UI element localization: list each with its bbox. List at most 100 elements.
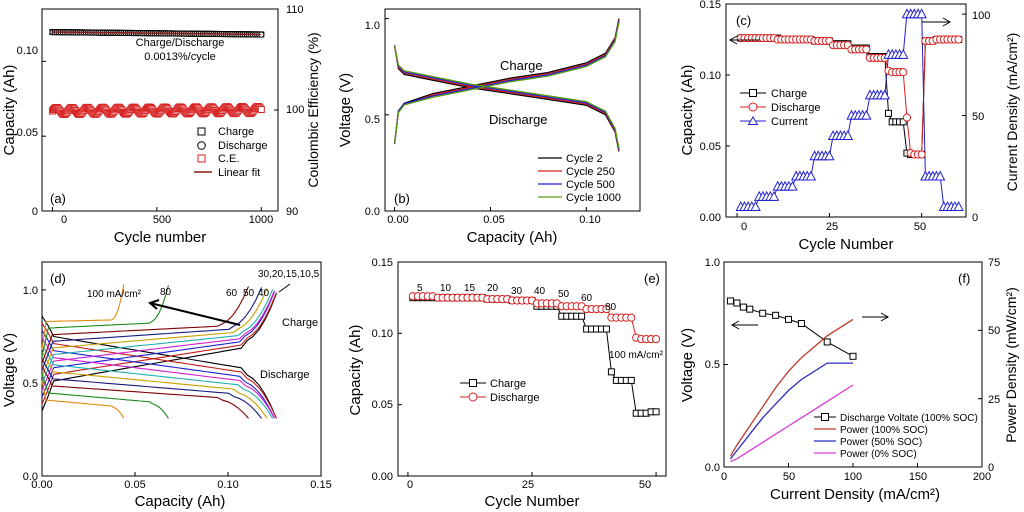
panel-c-y2tick: 0 bbox=[972, 212, 978, 224]
panel-e-ytick: 0.10 bbox=[372, 328, 393, 340]
panel-d-charge-curve-4 bbox=[41, 290, 276, 391]
panel-b-ytick: 0.0 bbox=[365, 206, 380, 218]
legend-charge-label: Charge bbox=[218, 126, 254, 138]
panel-f-right-arrow bbox=[862, 312, 890, 322]
panel-f-y2tick: 0 bbox=[988, 462, 994, 474]
panel-e-rate-label: 15 bbox=[464, 283, 476, 294]
panel-a-xtick: 500 bbox=[153, 214, 171, 226]
panel-c-xtick: 25 bbox=[826, 221, 838, 233]
panel-c-current-point bbox=[879, 89, 890, 100]
legend-current-marker bbox=[747, 116, 759, 125]
panel-d-50-label: 50 bbox=[243, 288, 255, 299]
panel-a-legend: Charge Discharge C.E. Linear fit bbox=[194, 126, 268, 179]
panel-e-rate-label: 5 bbox=[417, 283, 423, 294]
panel-d-80-label: 80 bbox=[160, 287, 172, 298]
panel-c-current-point bbox=[750, 200, 761, 211]
panel-d-high-label: 30,20,15,10,5 bbox=[258, 269, 320, 280]
panel-e-charge-point bbox=[652, 408, 660, 416]
panel-d-discharge-curve-2 bbox=[41, 322, 277, 419]
panel-d-xtick: 0.00 bbox=[31, 479, 52, 491]
panel-d-ytick: 0.5 bbox=[23, 378, 38, 390]
legend-cycle500-label: Cycle 500 bbox=[566, 179, 615, 191]
panel-f-xtick: 100 bbox=[844, 471, 862, 483]
panel-d-xtick: 0.05 bbox=[124, 479, 145, 491]
panel-f-voltage-point bbox=[739, 303, 747, 311]
panel-e-rate-label: 80 bbox=[605, 302, 617, 313]
panel-d-discharge-curve-9 bbox=[41, 373, 169, 419]
panel-d-charge-curve-2 bbox=[41, 292, 277, 405]
panel-c-current-point bbox=[898, 48, 909, 59]
panel-d-charge-label: Charge bbox=[282, 317, 318, 329]
panel-f-voltage-point bbox=[733, 299, 741, 307]
panel-f-voltage-point bbox=[823, 338, 831, 346]
panel-e-ytick: 0.15 bbox=[372, 257, 393, 269]
panel-f-xtick: 50 bbox=[783, 471, 795, 483]
panel-a-xtick: 0 bbox=[61, 214, 67, 226]
panel-a-y2tick: 110 bbox=[286, 4, 304, 16]
panel-a: 0 0.05 0.10 90 100 110 0 500 1000 Cycle … bbox=[1, 4, 321, 246]
panel-c-charge-point bbox=[884, 109, 892, 117]
panel-b-discharge-label: Discharge bbox=[489, 112, 548, 127]
panel-d-discharge-curve-8 bbox=[41, 366, 249, 419]
panel-e-xtick: 50 bbox=[639, 479, 651, 491]
panel-c-y2label: Current Density (mA/cm²) bbox=[1004, 33, 1020, 192]
panel-e-rate-label: 50 bbox=[558, 289, 570, 300]
panel-c-current-point bbox=[805, 170, 817, 181]
panel-d-discharge-curve-7 bbox=[41, 359, 262, 419]
panel-a-y2tick: 90 bbox=[286, 206, 298, 218]
panel-d-charge-curve-7 bbox=[41, 287, 263, 371]
panel-c-frame bbox=[725, 3, 967, 218]
legend-ce-label: C.E. bbox=[218, 153, 239, 165]
panel-e-ytick: 0.00 bbox=[372, 471, 393, 483]
panel-f-y2tick: 50 bbox=[988, 325, 1000, 337]
panel-a-ytick: 0.10 bbox=[17, 45, 38, 57]
panel-e-rate-labels: 5 10 15 20 30 40 50 60 80 100 mA/cm² bbox=[417, 283, 664, 361]
panel-d-discharge-curve-3 bbox=[41, 330, 275, 419]
panel-c-current-point bbox=[916, 8, 927, 19]
legend-discharge-label: Discharge bbox=[490, 392, 540, 404]
panel-e-discharge-point bbox=[602, 304, 611, 314]
panel-c-current-point bbox=[842, 129, 854, 140]
panel-a-ytick: 0 bbox=[32, 206, 38, 218]
panel-d-charge-curve-9 bbox=[41, 285, 170, 357]
panel-f-power0-line bbox=[730, 384, 854, 463]
legend-charge-marker bbox=[749, 89, 757, 97]
panel-b-ytick: 0.5 bbox=[365, 114, 380, 126]
panel-c-xtick: 0 bbox=[741, 221, 747, 233]
panel-d-charge-curve-8 bbox=[41, 286, 250, 364]
panel-b-charge-label: Charge bbox=[500, 58, 543, 73]
panel-e-charge-point bbox=[607, 368, 615, 376]
panel-b-ytick: 1.0 bbox=[365, 20, 380, 32]
panel-c-axis-texts: 0.00 0.05 0.10 0.15 0 50 100 0 25 50 Cyc… bbox=[679, 0, 1020, 253]
panel-f-voltage-point bbox=[849, 352, 857, 360]
panel-e-discharge-point bbox=[651, 334, 661, 344]
panel-d-discharge-label: Discharge bbox=[260, 369, 310, 381]
panel-c-right-arrow bbox=[922, 17, 952, 27]
panel-a-label: (a) bbox=[50, 191, 66, 206]
panel-f: 0.0 0.5 1.0 0 25 50 75 0 50 100 150 200 … bbox=[679, 257, 1019, 503]
panel-c-ytick: 0.05 bbox=[700, 141, 721, 153]
panel-d-60-label: 60 bbox=[226, 288, 238, 299]
panel-e-axis-texts: 0.00 0.05 0.10 0.15 0 25 50 Cycle Number… bbox=[347, 257, 660, 510]
panel-a-ytick: 0.05 bbox=[17, 127, 38, 139]
panel-b-frame bbox=[384, 8, 641, 212]
panel-c-ytick: 0.15 bbox=[700, 0, 721, 11]
panel-e-rate-label: 60 bbox=[581, 293, 593, 304]
legend-charge-marker bbox=[197, 127, 206, 136]
panel-f-xtick: 200 bbox=[973, 471, 991, 483]
panel-a-ce-point bbox=[257, 106, 265, 114]
panel-b-xtick: 0.00 bbox=[387, 214, 408, 226]
panel-f-voltage-point bbox=[759, 309, 767, 317]
panel-d-charge-curve-5 bbox=[41, 289, 274, 384]
panel-f-voltage-point bbox=[726, 297, 734, 305]
panel-d-xtick: 0.10 bbox=[217, 479, 238, 491]
panel-a-y2tick: 100 bbox=[286, 104, 304, 116]
panel-b-xtick: 0.10 bbox=[579, 214, 600, 226]
panel-a-annotation-2: 0.0013%/cycle bbox=[144, 51, 216, 63]
panel-e-ylabel: Capacity (Ah) bbox=[347, 325, 364, 416]
panel-c-ylabel: Capacity (Ah) bbox=[679, 65, 696, 156]
panel-c: 0.00 0.05 0.10 0.15 0 50 100 0 25 50 Cyc… bbox=[679, 0, 1020, 253]
panel-e-ytick: 0.05 bbox=[372, 399, 393, 411]
panel-a-ylabel: Capacity (Ah) bbox=[1, 65, 18, 156]
legend-power100-label: Power (100% SOC) bbox=[840, 425, 928, 436]
